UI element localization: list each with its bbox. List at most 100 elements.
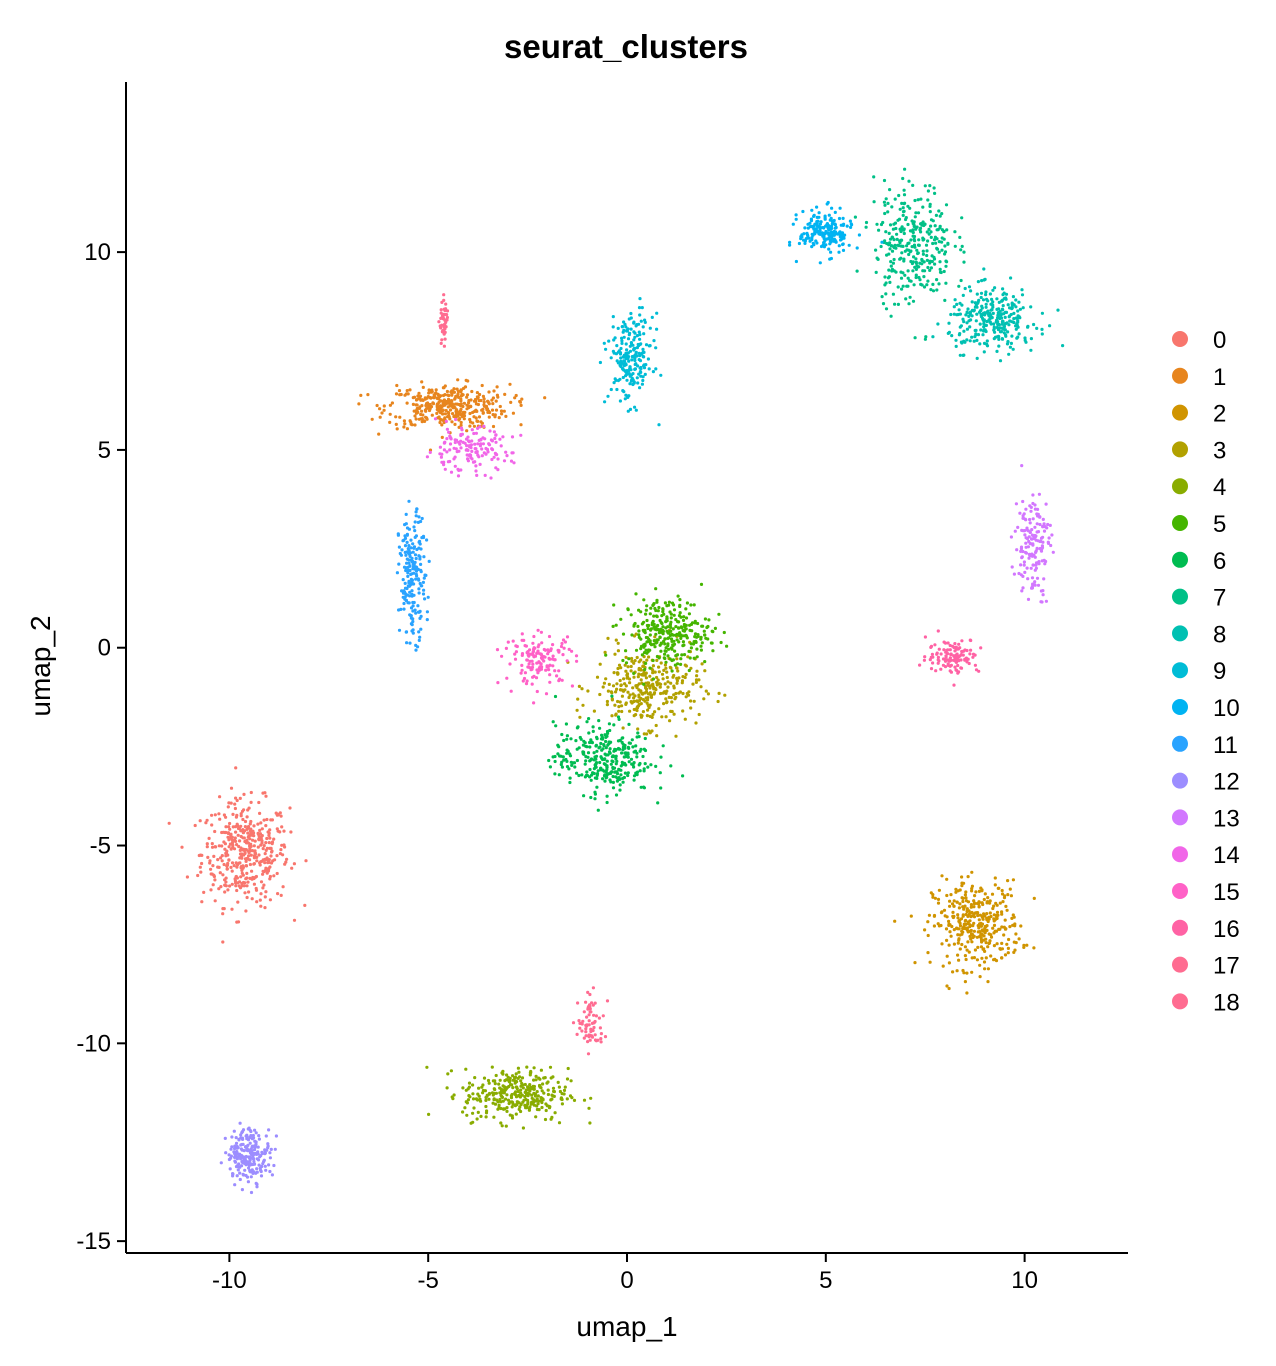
- data-point: [411, 628, 415, 632]
- data-point: [446, 410, 450, 415]
- data-point: [888, 237, 893, 241]
- data-point: [632, 321, 636, 325]
- data-point: [449, 437, 453, 441]
- data-point: [228, 1167, 232, 1171]
- data-point: [632, 661, 636, 665]
- data-point: [1006, 303, 1010, 307]
- data-point: [927, 913, 932, 917]
- data-point: [411, 550, 415, 554]
- data-point: [494, 440, 498, 444]
- data-point: [632, 675, 636, 679]
- data-point: [528, 1083, 532, 1087]
- data-point: [487, 402, 491, 406]
- data-point: [511, 1086, 515, 1090]
- data-point: [946, 331, 950, 335]
- data-point: [611, 624, 615, 629]
- data-point: [959, 658, 963, 662]
- data-point: [416, 604, 420, 608]
- data-point: [465, 403, 469, 407]
- data-point: [474, 402, 478, 406]
- data-point: [664, 660, 668, 664]
- data-point: [1040, 327, 1044, 331]
- data-point: [618, 377, 622, 381]
- data-point: [435, 411, 439, 415]
- data-point: [262, 844, 266, 848]
- data-point: [260, 841, 264, 845]
- data-point: [935, 278, 939, 282]
- data-point: [652, 687, 656, 691]
- data-point: [962, 329, 966, 333]
- data-point: [605, 759, 609, 763]
- data-point: [872, 175, 876, 179]
- data-point: [560, 641, 564, 646]
- data-point: [659, 373, 663, 377]
- data-point: [527, 1108, 532, 1112]
- data-point: [968, 652, 972, 656]
- data-point: [644, 687, 649, 691]
- data-point: [268, 898, 272, 902]
- data-point: [465, 1113, 469, 1117]
- data-point: [991, 288, 995, 292]
- data-point: [224, 851, 228, 856]
- data-point: [1034, 550, 1038, 555]
- data-point: [970, 335, 974, 339]
- data-point: [612, 766, 617, 770]
- data-point: [841, 242, 845, 246]
- data-point: [213, 878, 217, 882]
- data-point: [916, 251, 920, 256]
- data-point: [803, 226, 807, 230]
- data-point: [275, 854, 279, 858]
- data-point: [982, 938, 986, 942]
- data-point: [525, 658, 529, 662]
- data-point: [980, 915, 985, 919]
- data-point: [459, 426, 464, 430]
- data-point: [479, 1114, 483, 1118]
- data-point: [243, 839, 247, 844]
- data-point: [452, 387, 456, 391]
- data-point: [589, 738, 593, 742]
- data-point: [481, 394, 485, 398]
- data-point: [523, 644, 527, 648]
- data-point: [629, 327, 633, 331]
- data-point: [970, 956, 974, 960]
- data-point: [523, 671, 528, 675]
- data-point: [659, 649, 663, 653]
- data-point: [557, 679, 561, 683]
- data-point: [605, 999, 610, 1003]
- data-point: [230, 882, 234, 886]
- data-point: [456, 378, 460, 382]
- data-point: [619, 617, 623, 621]
- data-point: [638, 337, 642, 341]
- data-point: [608, 751, 612, 755]
- data-point: [480, 408, 484, 412]
- data-point: [534, 676, 539, 680]
- data-point: [667, 647, 671, 651]
- data-point: [237, 844, 241, 849]
- data-point: [509, 1094, 513, 1098]
- data-point: [250, 1156, 254, 1160]
- data-point: [1031, 543, 1035, 547]
- data-point: [1038, 515, 1042, 519]
- data-point: [440, 300, 444, 304]
- data-point: [969, 638, 973, 643]
- data-point: [403, 550, 407, 555]
- data-point: [585, 720, 589, 724]
- data-point: [1002, 331, 1006, 335]
- data-point: [887, 231, 891, 235]
- data-point: [931, 241, 935, 246]
- data-point: [985, 344, 990, 348]
- data-point: [471, 1111, 475, 1115]
- data-point: [595, 785, 599, 789]
- data-point: [982, 325, 986, 329]
- data-point: [617, 717, 621, 722]
- data-point: [1049, 543, 1053, 548]
- data-point: [826, 200, 830, 205]
- data-point: [523, 1082, 527, 1087]
- data-point: [1014, 327, 1018, 331]
- data-point: [970, 887, 974, 891]
- data-point: [912, 283, 916, 287]
- data-point: [929, 235, 933, 239]
- data-point: [269, 854, 273, 858]
- data-point: [426, 405, 430, 409]
- data-point: [637, 763, 641, 767]
